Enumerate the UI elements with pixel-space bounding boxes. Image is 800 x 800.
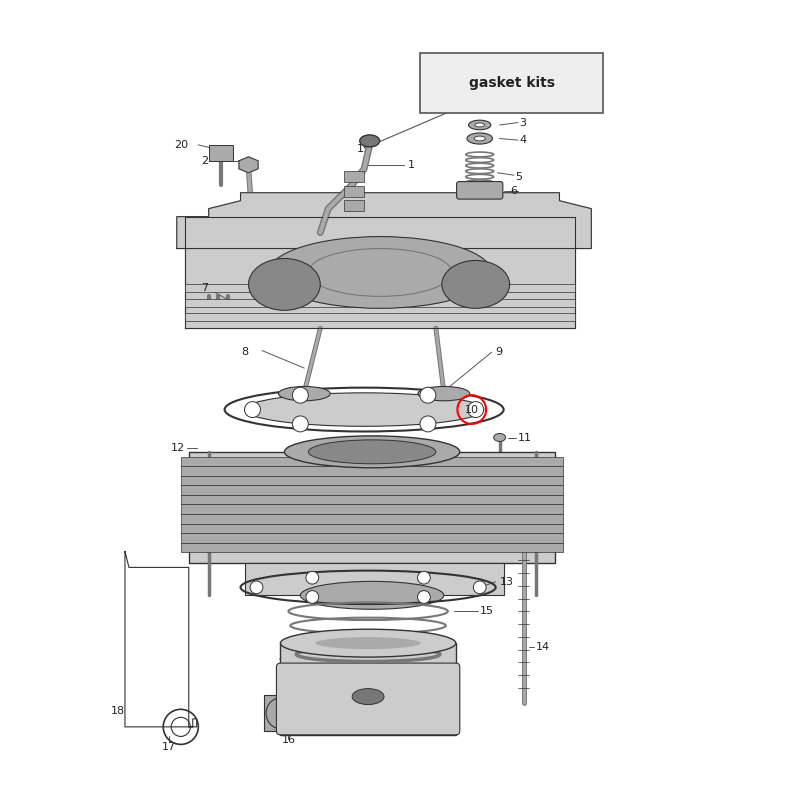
Bar xyxy=(265,695,300,731)
Text: 7: 7 xyxy=(201,283,208,294)
Ellipse shape xyxy=(469,120,491,130)
Ellipse shape xyxy=(245,393,484,426)
Text: 10: 10 xyxy=(465,405,478,414)
Bar xyxy=(344,200,364,211)
Circle shape xyxy=(245,402,261,418)
Ellipse shape xyxy=(494,434,506,442)
Bar xyxy=(181,476,563,486)
Circle shape xyxy=(292,416,308,432)
Text: 2: 2 xyxy=(201,156,208,166)
Text: 8: 8 xyxy=(241,347,248,357)
Ellipse shape xyxy=(249,258,320,310)
Text: 5: 5 xyxy=(515,172,522,182)
Text: 1: 1 xyxy=(408,160,415,170)
Ellipse shape xyxy=(467,133,493,144)
Circle shape xyxy=(418,571,430,584)
Circle shape xyxy=(474,581,486,594)
Bar xyxy=(181,533,563,542)
Ellipse shape xyxy=(474,136,486,141)
Polygon shape xyxy=(239,157,258,173)
Circle shape xyxy=(306,571,318,584)
Circle shape xyxy=(468,402,484,418)
Text: 20: 20 xyxy=(174,140,188,150)
Bar xyxy=(181,523,563,533)
Ellipse shape xyxy=(269,237,492,308)
Bar xyxy=(181,457,563,466)
Bar xyxy=(181,495,563,505)
Circle shape xyxy=(420,416,436,432)
Bar xyxy=(181,505,563,514)
Text: 17: 17 xyxy=(162,742,176,752)
Ellipse shape xyxy=(278,386,330,401)
Circle shape xyxy=(420,387,436,403)
Text: 15: 15 xyxy=(480,606,494,616)
Bar xyxy=(189,452,555,563)
FancyBboxPatch shape xyxy=(420,54,603,113)
Ellipse shape xyxy=(266,698,298,730)
Text: 3: 3 xyxy=(519,118,526,127)
Ellipse shape xyxy=(281,630,456,657)
Circle shape xyxy=(292,387,308,403)
Text: 9: 9 xyxy=(496,347,502,357)
Bar xyxy=(185,298,575,306)
Bar xyxy=(181,514,563,523)
Text: 6: 6 xyxy=(510,186,517,196)
Ellipse shape xyxy=(285,436,460,468)
Polygon shape xyxy=(185,217,575,328)
Text: 12: 12 xyxy=(170,443,185,453)
Text: 19: 19 xyxy=(357,144,371,154)
Bar xyxy=(344,186,364,197)
Text: 13: 13 xyxy=(500,577,514,586)
Text: 4: 4 xyxy=(519,135,526,145)
Bar xyxy=(344,171,364,182)
Ellipse shape xyxy=(418,386,470,401)
FancyBboxPatch shape xyxy=(457,182,503,199)
Circle shape xyxy=(418,590,430,603)
FancyBboxPatch shape xyxy=(277,663,460,735)
Ellipse shape xyxy=(475,123,485,127)
Circle shape xyxy=(306,590,318,603)
Text: 14: 14 xyxy=(535,642,550,652)
Bar xyxy=(181,486,563,495)
Bar xyxy=(245,563,504,595)
Polygon shape xyxy=(177,193,591,249)
Bar xyxy=(181,466,563,476)
Text: gasket kits: gasket kits xyxy=(469,76,554,90)
Bar xyxy=(209,145,233,161)
Text: 11: 11 xyxy=(518,434,532,443)
Ellipse shape xyxy=(308,440,436,464)
Ellipse shape xyxy=(315,637,421,649)
Text: 16: 16 xyxy=(282,735,295,746)
Ellipse shape xyxy=(360,135,380,147)
Bar xyxy=(281,643,456,735)
Ellipse shape xyxy=(442,261,510,308)
Bar xyxy=(185,285,575,292)
Ellipse shape xyxy=(300,582,444,610)
Bar xyxy=(185,313,575,321)
Circle shape xyxy=(250,581,263,594)
Text: 18: 18 xyxy=(111,706,125,716)
Bar xyxy=(181,542,563,552)
Ellipse shape xyxy=(352,689,384,705)
